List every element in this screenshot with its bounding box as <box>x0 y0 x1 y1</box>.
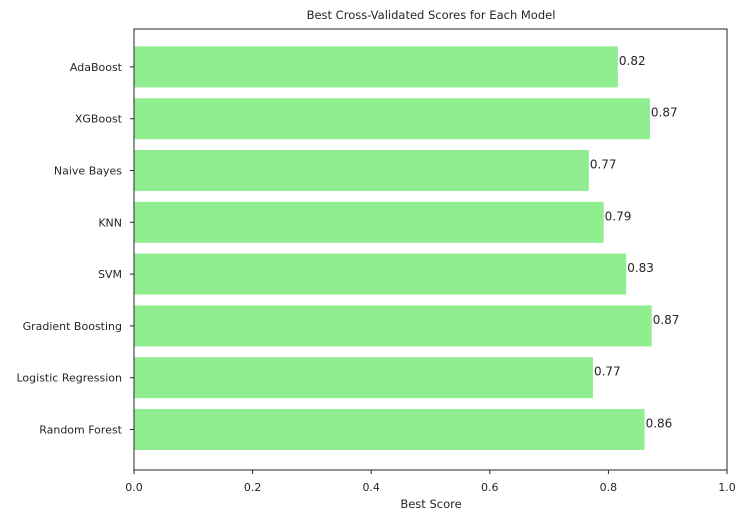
y-tick-label: Gradient Boosting <box>23 320 122 333</box>
x-axis-label: Best Score <box>400 497 461 511</box>
x-tick-label: 0.6 <box>481 481 499 494</box>
x-axis-ticks: 0.0 0.2 0.4 0.6 0.8 1.0 <box>125 470 736 494</box>
y-tick-label: AdaBoost <box>70 61 123 74</box>
bar <box>134 98 650 140</box>
bar <box>134 150 589 191</box>
plot-frame <box>133 28 728 471</box>
y-tick-label: Logistic Regression <box>16 372 122 385</box>
bar <box>134 201 604 243</box>
bars-group: 0.86 0.77 0.87 0.83 0.79 0.77 0.87 0.82 <box>134 46 679 450</box>
bar <box>134 46 618 88</box>
bar-value-label: 0.77 <box>594 365 621 379</box>
y-tick-label: XGBoost <box>75 113 123 126</box>
x-tick-label: 1.0 <box>718 481 736 494</box>
bar <box>134 253 627 295</box>
bar-value-label: 0.86 <box>646 417 673 431</box>
chart-title: Best Cross-Validated Scores for Each Mod… <box>307 8 556 22</box>
bar-value-label: 0.77 <box>590 158 617 172</box>
bar <box>134 409 645 450</box>
bar-value-label: 0.79 <box>605 209 632 223</box>
bar-value-label: 0.87 <box>653 313 680 327</box>
y-tick-label: Random Forest <box>39 424 122 437</box>
y-tick-label: Naive Bayes <box>54 165 122 178</box>
y-tick-label: SVM <box>98 268 122 281</box>
bar-value-label: 0.87 <box>651 106 678 120</box>
y-tick-label: KNN <box>98 216 122 229</box>
y-axis-ticks: Random Forest Logistic Regression Gradient… <box>16 61 134 437</box>
x-tick-label: 0.2 <box>244 481 262 494</box>
bar-value-label: 0.82 <box>619 54 646 68</box>
x-tick-label: 0.4 <box>362 481 380 494</box>
x-tick-label: 0.8 <box>600 481 618 494</box>
bar-value-label: 0.83 <box>627 261 654 275</box>
bar <box>134 357 593 399</box>
x-tick-label: 0.0 <box>125 481 143 494</box>
bar <box>134 305 652 347</box>
